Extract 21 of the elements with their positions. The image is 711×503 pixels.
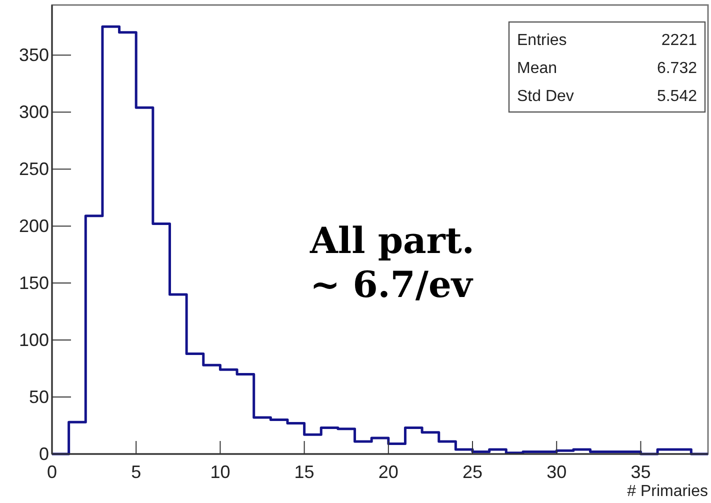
y-tick-label: 250 — [18, 158, 49, 179]
x-tick-label: 5 — [131, 462, 142, 482]
y-tick-label: 200 — [18, 216, 49, 236]
y-tick-label: 0 — [38, 444, 49, 464]
text: Entries 2221 — [517, 32, 697, 49]
x-tick-label: 25 — [462, 462, 483, 482]
annotation: ~ 6.7/ev — [310, 264, 474, 306]
y-tick-label: 350 — [18, 44, 49, 65]
y-tick-label: 150 — [18, 272, 49, 293]
x-tick-label: 15 — [294, 462, 314, 482]
x-axis-title: # Primaries — [627, 483, 708, 500]
y-tick-label: 300 — [18, 102, 49, 122]
x-tick-label: 35 — [630, 462, 651, 482]
text: Std Dev 5.542 — [517, 88, 697, 105]
text: Mean 6.732 — [517, 60, 697, 77]
y-tick-label: 50 — [28, 386, 49, 407]
y-tick-label: 100 — [18, 330, 49, 350]
x-tick-label: 30 — [546, 462, 567, 482]
x-tick-label: 10 — [210, 462, 230, 482]
x-tick-label: 20 — [378, 462, 398, 482]
annotation: All part. — [309, 220, 474, 262]
